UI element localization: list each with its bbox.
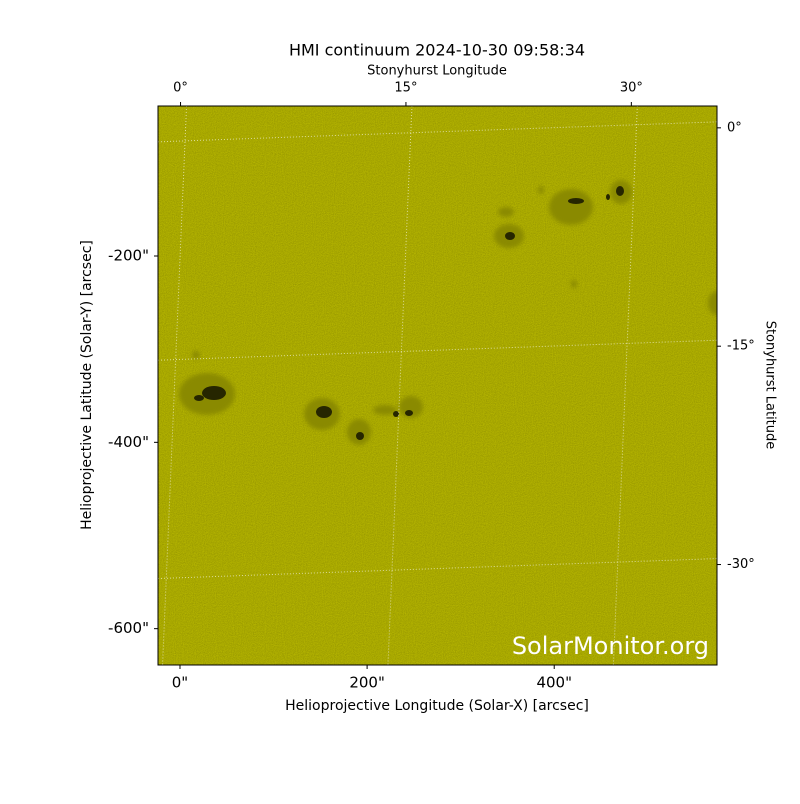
y2-tick-label: -15° [727,339,755,354]
watermark: SolarMonitor.org [512,632,709,660]
x2-tick-label: 15° [394,81,417,96]
grid-line [158,339,717,361]
y2-axis-label: Stonyhurst Latitude [763,321,778,450]
x-axis-label: Helioprojective Longitude (Solar-X) [arc… [285,698,589,714]
grid-line [158,558,717,580]
y-axis-label: Helioprojective Latitude (Solar-Y) [arcs… [79,240,95,530]
sunspots [179,180,717,445]
y-tick-label: -600" [108,619,149,637]
y-tick-label: -200" [108,246,149,264]
grid [158,106,717,665]
image-texture [158,106,717,665]
grid-line [162,106,188,665]
grid-line [387,106,413,665]
grid-line [158,121,717,143]
x2-axis-label: Stonyhurst Longitude [367,64,507,79]
x-tick-label: 200" [349,674,385,692]
x-tick-label: 0" [172,674,188,692]
y-tick-label: -400" [108,433,149,451]
x-tick-label: 400" [536,674,572,692]
plot-frame [157,105,718,666]
x2-tick-label: 30° [620,81,643,96]
grid-line [612,106,638,665]
chart-title: HMI continuum 2024-10-30 09:58:34 [289,41,585,60]
y2-tick-label: 0° [727,120,742,135]
y2-tick-label: -30° [727,557,755,572]
x2-tick-label: 0° [173,81,188,96]
